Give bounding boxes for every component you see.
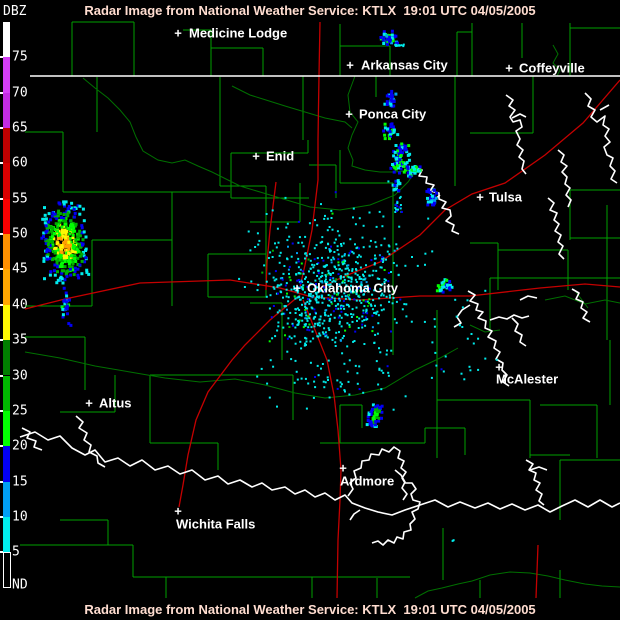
scale-tick <box>0 409 3 412</box>
scale-label-30: 30 <box>12 368 28 383</box>
scale-label-70: 70 <box>12 85 28 101</box>
scale-label-35: 35 <box>12 332 28 348</box>
city-marker-icon: + <box>346 57 354 73</box>
scale-label-5: 5 <box>12 544 20 560</box>
scale-tick <box>0 480 3 483</box>
lake-texoma <box>347 446 421 546</box>
scale-segment-65 <box>3 92 10 129</box>
scale-segment-10 <box>3 481 10 517</box>
city-marker-icon: + <box>339 460 347 476</box>
scale-label-75: 75 <box>12 49 28 65</box>
city-marker-icon: + <box>85 395 93 411</box>
top-title: Radar Image from National Weather Servic… <box>84 3 536 18</box>
city-label: Enid <box>266 148 295 164</box>
city-label: Ponca City <box>359 106 427 122</box>
scale-label-20: 20 <box>12 438 28 454</box>
scale-label-65: 65 <box>12 120 28 136</box>
city-label: Arkansas City <box>361 57 448 73</box>
city-label: Tulsa <box>489 189 522 205</box>
scale-segment-20 <box>3 410 10 447</box>
scale-tick <box>0 233 3 236</box>
river-lines <box>24 44 620 599</box>
oologah-lake <box>584 92 618 184</box>
scale-segment-nd <box>3 552 11 588</box>
scale-segment-70 <box>3 57 10 93</box>
scale-tick <box>0 56 3 59</box>
scale-label-15: 15 <box>12 474 28 490</box>
scale-segment-35 <box>3 304 10 341</box>
city-marker-icon: + <box>252 148 260 164</box>
city-label: Wichita Falls <box>176 516 256 532</box>
north-fork-red-river <box>21 415 106 468</box>
county-boundary-lines <box>20 21 620 598</box>
kaw-lake <box>505 94 527 175</box>
city-label: Ardmore <box>340 473 395 489</box>
scale-label-45: 45 <box>12 261 28 277</box>
scale-segment-50 <box>3 198 10 235</box>
city-label: Oklahoma City <box>307 280 399 296</box>
fort-gibson-lake <box>547 197 565 260</box>
scale-tick <box>0 268 3 271</box>
city-marker-icon: + <box>345 106 353 122</box>
scale-segment-45 <box>3 234 10 270</box>
eufaula-ne-lake <box>571 288 591 323</box>
scale-label-40: 40 <box>12 297 28 313</box>
scale-tick <box>0 303 3 306</box>
scale-tick <box>0 445 3 448</box>
keystone-lake <box>413 166 460 235</box>
city-marker-icon: + <box>505 60 513 76</box>
city-label: Altus <box>99 395 132 411</box>
scale-tick <box>0 374 3 377</box>
scale-segment-75 <box>3 22 10 58</box>
scale-tick <box>0 197 3 200</box>
city-label: Medicine Lodge <box>189 25 288 41</box>
city-marker-icon: + <box>174 503 182 519</box>
highway-lines <box>24 21 620 599</box>
scale-label-nd: ND <box>12 577 28 593</box>
hugo-lake <box>525 459 548 506</box>
scale-label-60: 60 <box>12 155 28 171</box>
scale-segment-25 <box>3 375 10 411</box>
dbz-scale-title: DBZ <box>3 4 27 19</box>
city-marker-icon: + <box>174 25 182 41</box>
city-marker-icon: + <box>293 280 301 296</box>
scale-label-50: 50 <box>12 226 28 242</box>
scale-tick <box>0 162 3 165</box>
scale-label-25: 25 <box>12 403 28 419</box>
scale-tick <box>0 551 3 554</box>
scale-segment-30 <box>3 340 10 376</box>
hudson-lake <box>557 149 572 208</box>
bottom-title: Radar Image from National Weather Servic… <box>84 602 536 617</box>
city-label: McAlester <box>496 371 559 387</box>
city-label: Coffeyville <box>519 60 585 76</box>
scale-tick <box>0 515 3 518</box>
scale-segment-15 <box>3 446 10 482</box>
scale-segment-60 <box>3 128 10 164</box>
scale-label-10: 10 <box>12 509 28 525</box>
scale-segment-55 <box>3 163 10 199</box>
city-marker-icon: + <box>495 359 503 375</box>
city-marker-icon: + <box>476 189 484 205</box>
radar-echo-layer <box>40 29 498 542</box>
scale-tick <box>0 127 3 130</box>
red-river <box>19 431 620 516</box>
scale-segment-40 <box>3 269 10 305</box>
scale-tick <box>0 91 3 94</box>
scale-segment-5 <box>3 516 10 553</box>
scale-tick <box>0 339 3 342</box>
scale-label-55: 55 <box>12 191 28 207</box>
